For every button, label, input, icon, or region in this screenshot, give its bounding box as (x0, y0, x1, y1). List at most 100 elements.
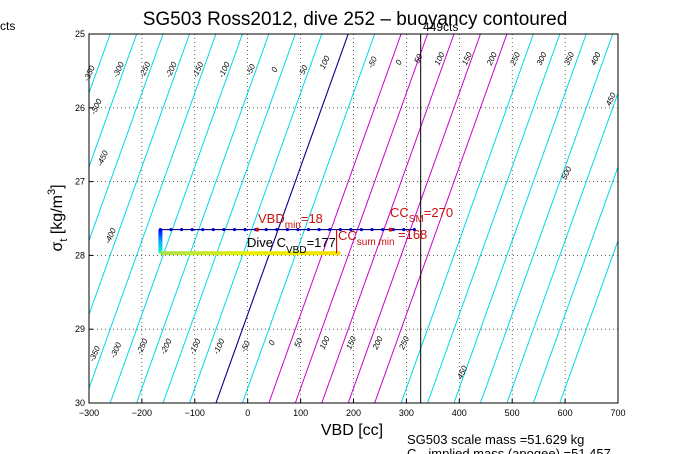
contour-label: -300 (108, 341, 123, 360)
y-tick-label: 28 (75, 250, 85, 260)
contour-line (321, 34, 455, 403)
x-tick-label: −100 (185, 408, 205, 418)
contour-label: 300 (535, 50, 549, 66)
contour-label: 50 (292, 336, 304, 348)
x-tick-label: −300 (79, 408, 99, 418)
contour-line (215, 34, 349, 403)
contour-label: -50 (244, 62, 257, 77)
x-tick-label: 300 (399, 408, 414, 418)
contour-label: 200 (370, 334, 384, 351)
vbd-min-marker (255, 227, 260, 232)
track-point (306, 227, 311, 232)
contour-line (453, 34, 587, 403)
contour-line (109, 34, 243, 403)
cc-sum-sub: sum min (357, 237, 395, 248)
y-tick-label: 26 (75, 103, 85, 113)
vbd-min-sub: min (285, 220, 301, 231)
y-tick-label: 27 (75, 177, 85, 187)
contour-label: 450 (604, 91, 618, 107)
contour-label: 100 (318, 334, 332, 350)
vbd-min-tail: =18 (301, 211, 323, 226)
track-point (380, 227, 385, 232)
y-label-sub: t (58, 239, 70, 242)
y-label-unit-sup: 3 (46, 189, 58, 195)
contour-label: -250 (135, 337, 150, 356)
track-point (338, 227, 342, 232)
contour-label: 150 (460, 50, 474, 66)
track-point (275, 227, 279, 232)
contour-label: 250 (508, 50, 522, 67)
svg-text:σt [kg/m3]: σt [kg/m3] (46, 184, 70, 251)
track-point (349, 227, 353, 232)
contour-label: 50 (412, 52, 424, 64)
contour-line (294, 34, 429, 403)
contour-line (532, 165, 618, 403)
left-edge-text: cts (0, 19, 15, 33)
dive-c-main: Dive C (247, 235, 286, 250)
track-point (201, 227, 205, 232)
contour-lines (89, 34, 618, 403)
track-point (391, 227, 395, 232)
track-point (370, 227, 374, 232)
track-point (169, 227, 173, 232)
track-point (222, 227, 226, 232)
track-point (296, 227, 300, 232)
x-tick-label: 400 (452, 408, 467, 418)
annotation-cc-sum: CCsum min (338, 228, 395, 248)
contour-label: 350 (562, 50, 576, 66)
track-point (328, 227, 332, 232)
contour-label: -50 (239, 339, 252, 354)
track-point (211, 227, 215, 232)
dive-track (158, 34, 422, 403)
contour-label: 250 (397, 334, 411, 351)
contour-line (400, 34, 534, 403)
y-label-unit-close: ] (49, 184, 66, 188)
contour-line (559, 239, 618, 403)
vbd-min-main: VBD (258, 211, 285, 226)
track-point (232, 227, 237, 232)
x-tick-label: 200 (346, 408, 361, 418)
contour-label: 400 (589, 50, 603, 66)
track-lower-segment (160, 251, 341, 256)
dive-c-tail: =177 (307, 235, 336, 250)
contour-label: -50 (366, 55, 379, 70)
y-axis-label: σt [kg/m3] (46, 184, 70, 251)
x-tick-label: 500 (505, 408, 520, 418)
contour-line (241, 34, 376, 403)
track-point (402, 227, 406, 232)
dive-c-sub: VBD (286, 245, 307, 256)
contour-label: -400 (103, 226, 118, 245)
y-tick-label: 25 (75, 29, 85, 39)
footer-scale-mass: SG503 scale mass =51.629 kg (407, 432, 584, 447)
svg-text:CCSM=270: CCSM=270 (390, 205, 453, 225)
footer-c: C (407, 446, 416, 454)
track-vertical-segment (158, 229, 163, 254)
chart-title: SG503 Ross2012, dive 252 – buoyancy cont… (143, 9, 568, 30)
y-axis-ticks: 25 26 27 28 29 30 (75, 29, 93, 408)
x-tick-label: 600 (558, 408, 573, 418)
track-point (190, 227, 194, 232)
annotation-vbd-min: VBDmin=18 (258, 211, 323, 231)
contour-label: 150 (344, 334, 358, 350)
x-axis-ticks: −300 −200 −100 0 100 200 300 400 500 600 700 (79, 399, 626, 418)
contour-line (506, 91, 618, 403)
contour-line (347, 34, 481, 403)
contour-label: 0 (394, 58, 404, 66)
contour-label: -200 (159, 337, 174, 356)
contour-label: 100 (318, 54, 332, 70)
cc-sum-main: CC (338, 228, 357, 243)
track-point (285, 227, 289, 232)
track-point (264, 227, 268, 232)
x-tick-label: 0 (245, 408, 250, 418)
annotation-cc-sm: CCSM=270 (390, 205, 453, 225)
y-tick-label: 30 (75, 398, 85, 408)
contour-line (189, 34, 323, 403)
x-tick-label: 700 (610, 408, 625, 418)
contour-line (136, 34, 270, 403)
contour-label: 0 (267, 338, 277, 346)
track-point (179, 227, 184, 232)
